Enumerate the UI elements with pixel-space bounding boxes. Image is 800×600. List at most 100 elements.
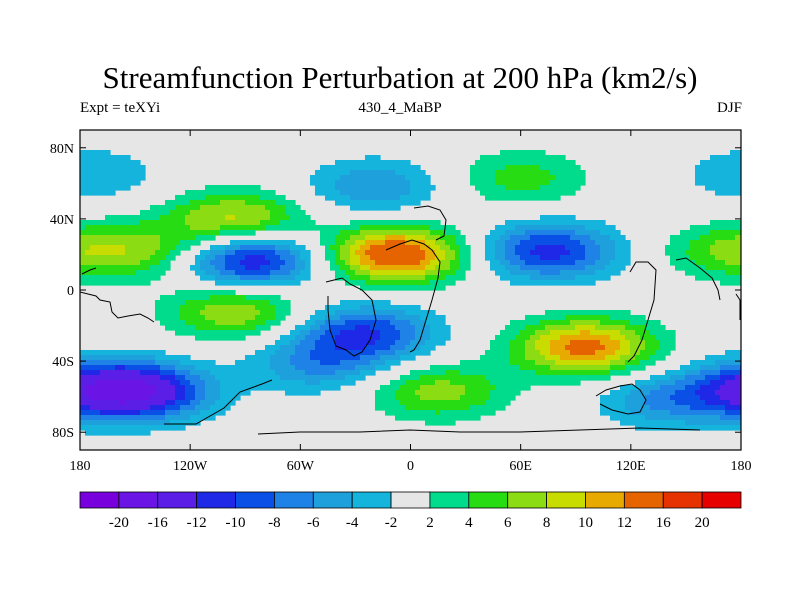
field-cell: [330, 340, 336, 346]
field-cell: [430, 415, 436, 421]
field-cell: [510, 265, 516, 271]
field-cell: [680, 250, 686, 256]
field-cell: [365, 220, 371, 226]
field-cell: [475, 160, 481, 166]
field-cell: [180, 410, 186, 416]
field-cell: [180, 215, 186, 221]
field-cell: [220, 265, 226, 271]
field-cell: [520, 355, 526, 361]
field-cell: [350, 340, 356, 346]
field-cell: [720, 230, 726, 236]
field-cell: [625, 320, 631, 326]
field-cell: [520, 330, 526, 336]
field-cell: [375, 355, 381, 361]
field-cell: [415, 230, 421, 236]
field-cell: [405, 250, 411, 256]
field-cell: [310, 175, 316, 181]
field-cell: [560, 355, 566, 361]
field-cell: [360, 365, 366, 371]
field-cell: [710, 375, 716, 381]
field-cell: [685, 400, 691, 406]
field-cell: [580, 250, 586, 256]
field-cell: [415, 245, 421, 251]
field-cell: [585, 220, 591, 226]
field-cell: [200, 360, 206, 366]
field-cell: [350, 260, 356, 266]
field-cell: [220, 220, 226, 226]
field-cell: [500, 185, 506, 191]
field-cell: [545, 250, 551, 256]
field-cell: [525, 225, 531, 231]
field-cell: [705, 230, 711, 236]
field-cell: [735, 185, 741, 191]
field-cell: [80, 270, 86, 276]
field-cell: [625, 385, 631, 391]
field-cell: [590, 220, 596, 226]
field-cell: [220, 260, 226, 266]
field-cell: [230, 260, 236, 266]
field-cell: [540, 230, 546, 236]
field-cell: [410, 405, 416, 411]
field-cell: [565, 225, 571, 231]
field-cell: [545, 260, 551, 266]
field-cell: [185, 295, 191, 301]
field-cell: [365, 335, 371, 341]
field-cell: [570, 160, 576, 166]
field-cell: [385, 360, 391, 366]
field-cell: [235, 225, 241, 231]
field-cell: [145, 370, 151, 376]
field-cell: [640, 415, 646, 421]
field-cell: [495, 190, 501, 196]
field-cell: [665, 375, 671, 381]
field-cell: [445, 270, 451, 276]
field-cell: [270, 280, 276, 286]
field-cell: [580, 255, 586, 261]
field-cell: [395, 160, 401, 166]
field-cell: [520, 335, 526, 341]
field-cell: [445, 375, 451, 381]
field-cell: [165, 310, 171, 316]
field-cell: [165, 400, 171, 406]
field-cell: [445, 225, 451, 231]
field-cell: [560, 165, 566, 171]
field-cell: [215, 375, 221, 381]
field-cell: [405, 200, 411, 206]
field-cell: [375, 325, 381, 331]
field-cell: [610, 330, 616, 336]
field-cell: [720, 190, 726, 196]
field-cell: [735, 240, 741, 246]
field-cell: [650, 405, 656, 411]
field-cell: [235, 360, 241, 366]
field-cell: [155, 405, 161, 411]
field-cell: [685, 380, 691, 386]
field-cell: [425, 330, 431, 336]
field-cell: [695, 180, 701, 186]
field-cell: [690, 360, 696, 366]
field-cell: [120, 240, 126, 246]
field-cell: [480, 395, 486, 401]
field-cell: [540, 185, 546, 191]
field-cell: [85, 165, 91, 171]
field-cell: [360, 195, 366, 201]
field-cell: [710, 380, 716, 386]
field-cell: [555, 275, 561, 281]
colorbar-box: [390, 491, 431, 509]
field-cell: [630, 415, 636, 421]
field-cell: [230, 275, 236, 281]
field-cell: [420, 245, 426, 251]
field-cell: [435, 270, 441, 276]
field-cell: [450, 260, 456, 266]
field-cell: [190, 295, 196, 301]
field-cell: [95, 160, 101, 166]
field-cell: [90, 160, 96, 166]
field-cell: [235, 230, 241, 236]
field-cell: [715, 275, 721, 281]
field-cell: [125, 370, 131, 376]
field-cell: [610, 240, 616, 246]
field-cell: [625, 355, 631, 361]
field-cell: [505, 350, 511, 356]
field-cell: [380, 365, 386, 371]
field-cell: [540, 275, 546, 281]
field-cell: [540, 340, 546, 346]
field-cell: [440, 255, 446, 261]
